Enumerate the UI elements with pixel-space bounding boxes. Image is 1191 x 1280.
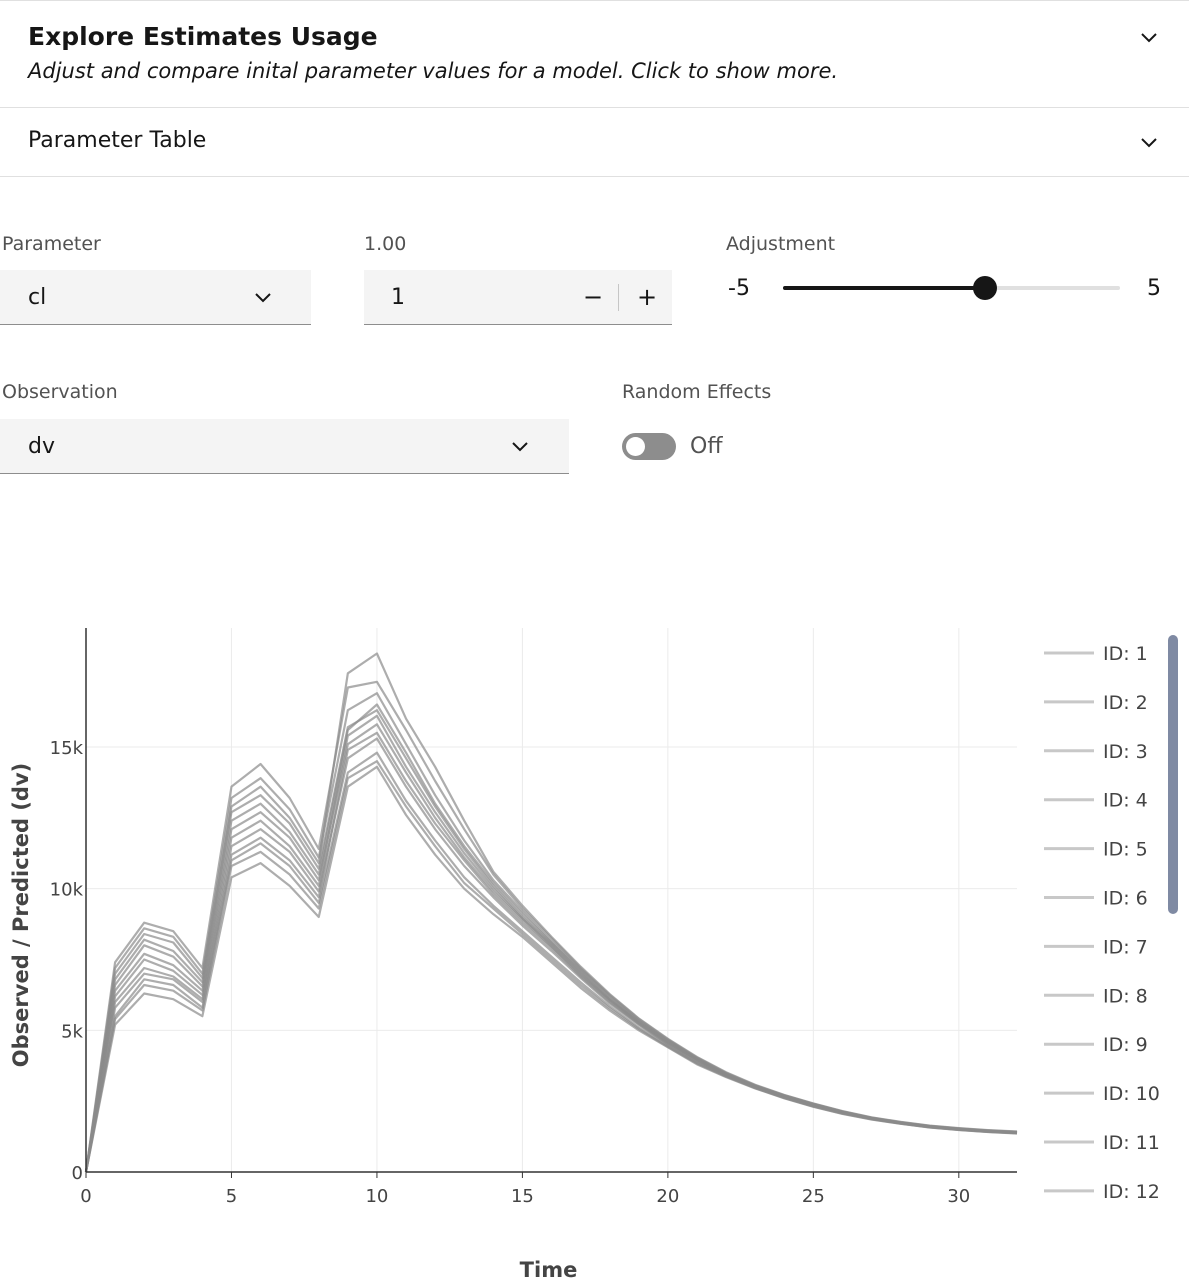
legend-item[interactable]: ID: 11 — [1044, 1132, 1160, 1154]
y-tick-label: 5k — [61, 1021, 83, 1042]
chevron-down-icon[interactable] — [1138, 131, 1160, 153]
slider-handle[interactable] — [973, 276, 998, 300]
legend-item[interactable]: ID: 7 — [1044, 936, 1148, 958]
legend-label: ID: 3 — [1103, 741, 1148, 763]
random-effects-state: Off — [690, 434, 723, 459]
random-effects-toggle[interactable] — [622, 433, 676, 460]
x-tick-label: 10 — [365, 1186, 388, 1207]
legend-label: ID: 1 — [1103, 643, 1148, 665]
legend-label: ID: 6 — [1103, 888, 1148, 910]
parameter-value: cl — [28, 285, 47, 310]
x-tick-label: 0 — [80, 1186, 91, 1207]
observation-value: dv — [28, 434, 55, 459]
parameter-label: Parameter — [2, 233, 101, 255]
legend-label: ID: 5 — [1103, 839, 1148, 861]
legend-item[interactable]: ID: 12 — [1044, 1181, 1160, 1203]
series-line-6 — [84, 692, 1018, 1173]
x-tick-label: 30 — [947, 1186, 970, 1207]
legend-label: ID: 12 — [1103, 1181, 1160, 1203]
series-line-12 — [84, 652, 1018, 1173]
parameter-dropdown[interactable]: cl — [0, 270, 311, 325]
legend-item[interactable]: ID: 9 — [1044, 1034, 1148, 1056]
chevron-down-icon — [509, 435, 531, 457]
random-effects-label: Random Effects — [622, 381, 772, 403]
y-tick-label: 0 — [72, 1163, 83, 1184]
series-line-9 — [84, 680, 1018, 1173]
y-tick-label: 15k — [50, 738, 84, 759]
legend-item[interactable]: ID: 6 — [1044, 888, 1148, 910]
explore-estimates-accordion[interactable]: Explore Estimates Usage Adjust and compa… — [0, 0, 1189, 108]
observed-predicted-chart: 0 5 10 15 20 25 30 0 5k 10k 15k ID: 1 ID: 2 ID: 3 ID:… — [9, 628, 1178, 1280]
parameter-table-title: Parameter Table — [28, 128, 207, 153]
value-input-value: 1 — [391, 285, 405, 310]
x-tick-label: 20 — [656, 1186, 679, 1207]
y-tick-label: 10k — [50, 880, 84, 901]
chevron-down-icon[interactable] — [1138, 26, 1160, 48]
slider-filled-track — [783, 286, 986, 290]
parameter-table-accordion[interactable]: Parameter Table — [0, 108, 1189, 177]
legend-item[interactable]: ID: 2 — [1044, 692, 1148, 714]
legend-item[interactable]: ID: 10 — [1044, 1083, 1160, 1105]
increment-button[interactable]: + — [637, 283, 658, 311]
legend-label: ID: 4 — [1103, 790, 1148, 812]
slider-max-label: 5 — [1147, 276, 1161, 301]
decrement-button[interactable]: − — [583, 283, 604, 311]
x-tick-label: 5 — [226, 1186, 237, 1207]
legend-item[interactable]: ID: 1 — [1044, 643, 1148, 665]
explore-estimates-title: Explore Estimates Usage — [28, 22, 378, 51]
observation-label: Observation — [2, 381, 118, 403]
series-line-10 — [84, 760, 1018, 1173]
slider-min-label: -5 — [728, 276, 750, 301]
x-tick-label: 25 — [802, 1186, 825, 1207]
legend-label: ID: 8 — [1103, 985, 1148, 1007]
x-tick-label: 15 — [511, 1186, 534, 1207]
legend-label: ID: 9 — [1103, 1034, 1148, 1056]
legend-label: ID: 7 — [1103, 936, 1148, 958]
legend-item[interactable]: ID: 5 — [1044, 839, 1148, 861]
value-number-input[interactable]: 1 − + — [364, 270, 672, 325]
x-axis-title: Time — [520, 1258, 578, 1280]
legend-label: ID: 10 — [1103, 1083, 1160, 1105]
legend-item[interactable]: ID: 8 — [1044, 985, 1148, 1007]
legend-label: ID: 2 — [1103, 692, 1148, 714]
explore-estimates-subtitle: Adjust and compare inital parameter valu… — [28, 59, 839, 83]
legend-scrollbar[interactable] — [1168, 635, 1178, 914]
toggle-knob — [626, 437, 645, 456]
y-axis-title: Observed / Predicted (dv) — [9, 763, 33, 1067]
legend-item[interactable]: ID: 4 — [1044, 790, 1148, 812]
legend-item[interactable]: ID: 3 — [1044, 741, 1148, 763]
observation-dropdown[interactable]: dv — [0, 419, 569, 474]
legend-label: ID: 11 — [1103, 1132, 1160, 1154]
value-input-label: 1.00 — [364, 233, 407, 255]
stepper-divider — [618, 284, 619, 311]
chevron-down-icon — [252, 286, 274, 308]
adjustment-label: Adjustment — [726, 233, 836, 255]
